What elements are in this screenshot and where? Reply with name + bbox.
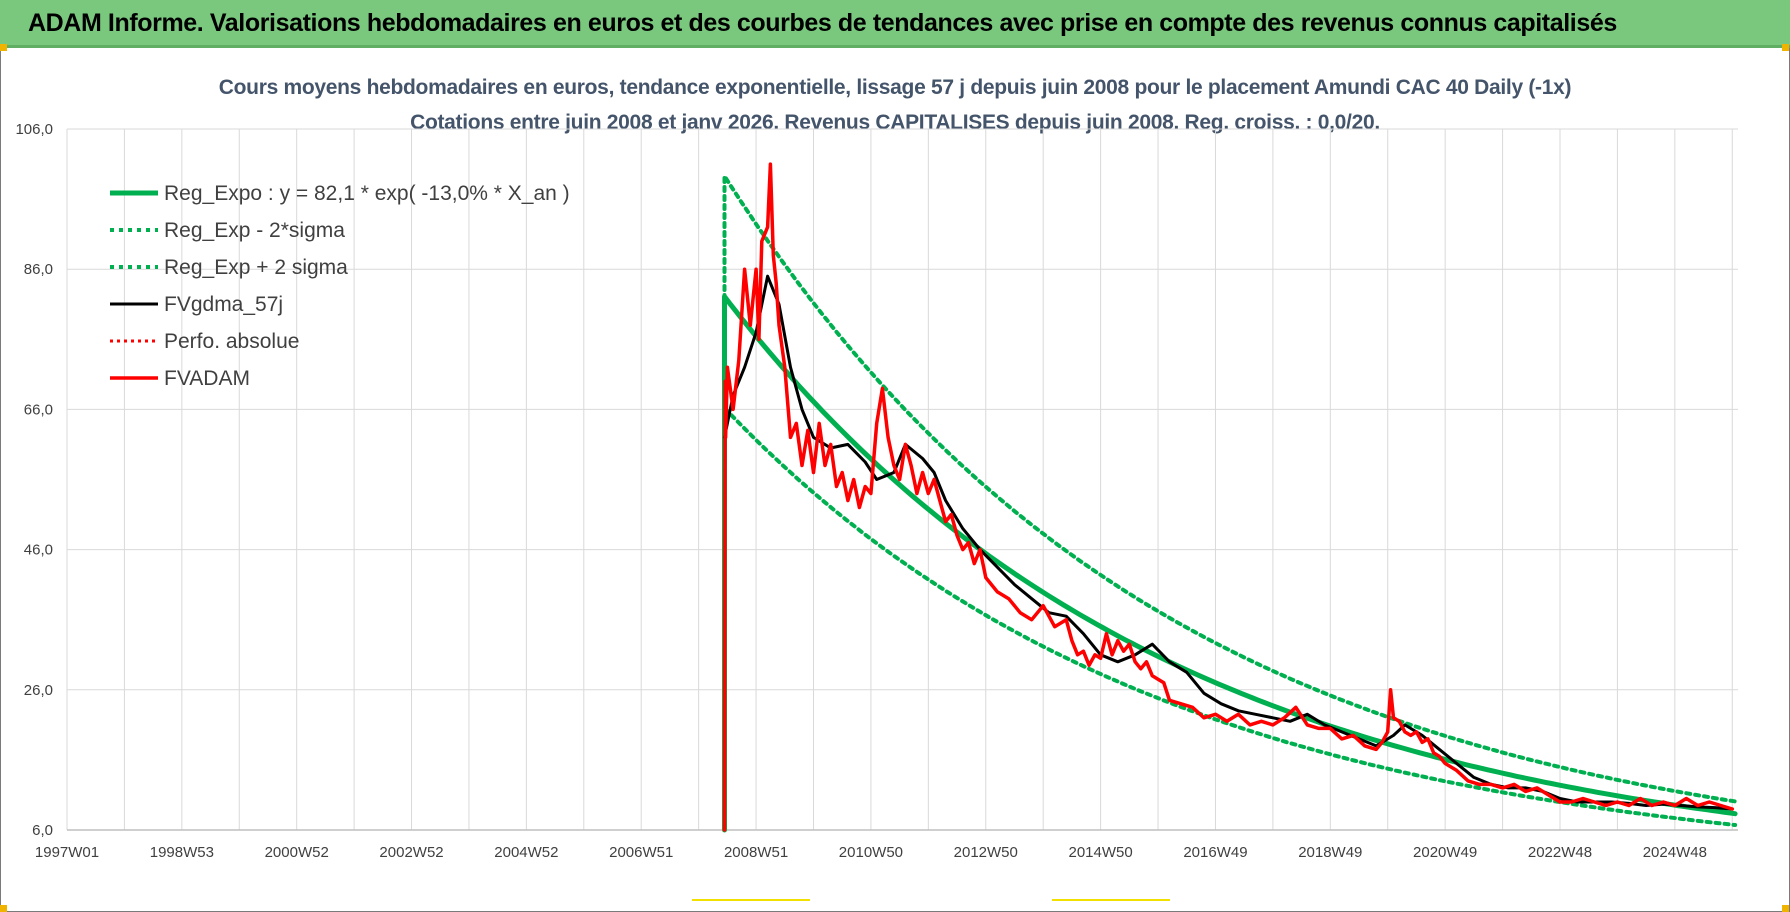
y-tick-label: 6,0 <box>32 822 53 839</box>
series-line-0 <box>722 294 1738 833</box>
y-tick-label: 106,0 <box>15 121 53 138</box>
series-line-5 <box>722 162 1735 832</box>
x-tick-label: 2020W49 <box>1413 844 1477 861</box>
x-tick-label: 2010W50 <box>839 844 903 861</box>
x-tick-label: 2006W51 <box>609 844 673 861</box>
series-line-2 <box>722 174 1738 832</box>
corner-marker <box>0 44 7 51</box>
y-tick-label: 86,0 <box>24 261 53 278</box>
x-tick-label: 2022W48 <box>1528 844 1592 861</box>
legend-label: FVADAM <box>164 367 250 390</box>
chart-subtitle: Cotations entre juin 2008 et janv 2026. … <box>410 111 1380 134</box>
x-tick-label: 2024W48 <box>1643 844 1707 861</box>
x-tick-label: 2008W51 <box>724 844 788 861</box>
report-title: ADAM Informe. Valorisations hebdomadaire… <box>28 9 1617 37</box>
y-tick-label: 46,0 <box>24 542 53 559</box>
x-tick-label: 2018W49 <box>1298 844 1362 861</box>
x-tick-label: 1997W01 <box>35 844 99 861</box>
legend-label: Reg_Exp + 2 sigma <box>164 256 348 279</box>
report-banner: ADAM Informe. Valorisations hebdomadaire… <box>0 0 1790 48</box>
x-tick-label: 2002W52 <box>379 844 443 861</box>
corner-marker <box>1782 44 1789 51</box>
corner-marker <box>0 905 7 912</box>
corner-marker <box>1782 905 1789 912</box>
x-tick-label: 2016W49 <box>1183 844 1247 861</box>
highlight-bar <box>1052 899 1170 901</box>
legend-label: Reg_Exp - 2*sigma <box>164 219 345 242</box>
legend-label: FVgdma_57j <box>164 293 283 316</box>
x-tick-label: 2000W52 <box>265 844 329 861</box>
legend-label: Perfo. absolue <box>164 330 299 353</box>
legend-label: Reg_Expo : y = 82,1 * exp( -13,0% * X_an… <box>164 182 570 205</box>
x-tick-label: 1998W53 <box>150 844 214 861</box>
y-tick-label: 66,0 <box>24 401 53 418</box>
x-tick-label: 2004W52 <box>494 844 558 861</box>
y-tick-label: 26,0 <box>24 682 53 699</box>
highlight-bar <box>692 899 810 901</box>
x-tick-label: 2012W50 <box>954 844 1018 861</box>
chart-title: Cours moyens hebdomadaires en euros, ten… <box>218 76 1572 99</box>
x-tick-label: 2014W50 <box>1068 844 1132 861</box>
series-line-1 <box>722 406 1738 832</box>
